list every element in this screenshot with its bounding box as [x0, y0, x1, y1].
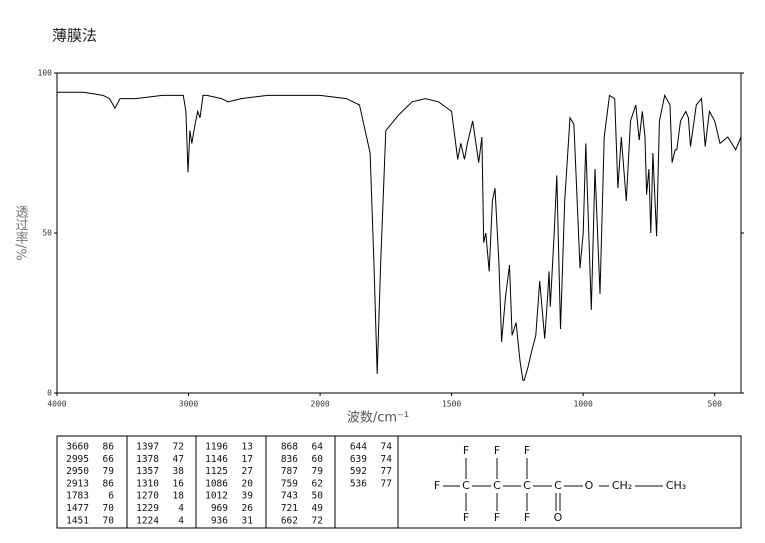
atom: CH₃	[666, 479, 686, 492]
peak-transmittance: 86	[103, 478, 115, 489]
peak-wavenumber: 936	[211, 515, 228, 526]
peak-transmittance: 31	[242, 515, 254, 526]
peak-wavenumber: 1229	[136, 503, 159, 514]
peak-wavenumber: 1270	[136, 491, 159, 502]
peak-wavenumber: 592	[350, 466, 367, 477]
peak-wavenumber: 1451	[66, 515, 89, 526]
atom: F	[463, 511, 469, 524]
peak-transmittance: 79	[312, 466, 324, 477]
peak-wavenumber: 759	[281, 478, 298, 489]
table-frame	[56, 435, 742, 529]
peak-transmittance: 74	[381, 454, 393, 465]
peak-transmittance: 20	[242, 478, 254, 489]
peak-wavenumber: 2995	[66, 454, 89, 465]
peak-wavenumber: 969	[211, 503, 228, 514]
peak-wavenumber: 868	[281, 442, 298, 453]
peak-transmittance: 79	[103, 466, 115, 477]
peak-transmittance: 26	[242, 503, 254, 514]
spectrum-line	[57, 91, 742, 381]
atom: F	[494, 511, 500, 524]
peak-wavenumber: 836	[281, 454, 298, 465]
y-tick-label: 100	[38, 69, 53, 78]
peak-wavenumber: 1125	[205, 466, 228, 477]
atom: C	[462, 479, 470, 492]
peak-wavenumber: 644	[350, 442, 367, 453]
peak-transmittance: 13	[242, 442, 253, 453]
structure: F F F F C C C C O CH₂ CH₃ F F F O	[434, 444, 686, 524]
peak-transmittance: 47	[173, 454, 184, 465]
peak-transmittance: 16	[173, 478, 185, 489]
peak-transmittance: 18	[173, 491, 185, 502]
x-tick-label: 1500	[442, 400, 461, 409]
peak-transmittance: 77	[381, 466, 392, 477]
atom: F	[524, 444, 530, 457]
peak-wavenumber: 536	[350, 478, 367, 489]
chart-title: 薄膜法	[52, 27, 97, 45]
atom: F	[524, 511, 530, 524]
peak-wavenumber: 743	[281, 491, 298, 502]
atom: O	[554, 511, 563, 524]
x-tick-label: 3000	[179, 400, 198, 409]
peak-wavenumber: 1310	[136, 478, 159, 489]
peak-transmittance: 4	[178, 515, 184, 526]
y-tick-label: 50	[42, 229, 52, 238]
peak-transmittance: 60	[312, 454, 324, 465]
peak-wavenumber: 721	[281, 503, 298, 514]
peak-wavenumber: 1086	[205, 478, 228, 489]
peak-wavenumber: 3660	[66, 442, 89, 453]
atom: F	[494, 444, 500, 457]
peak-transmittance: 27	[242, 466, 253, 477]
x-tick-label: 500	[707, 400, 722, 409]
atom: C	[523, 479, 531, 492]
peak-transmittance: 77	[381, 478, 392, 489]
peak-transmittance: 86	[103, 442, 115, 453]
x-axis-label: 波数/cm⁻¹	[347, 411, 409, 426]
peak-transmittance: 38	[173, 466, 185, 477]
peak-transmittance: 50	[312, 491, 324, 502]
peak-transmittance: 4	[178, 503, 184, 514]
peak-wavenumber: 2913	[66, 478, 89, 489]
y-tick-label: 0	[47, 389, 52, 398]
peak-wavenumber: 639	[350, 454, 367, 465]
peak-wavenumber: 787	[281, 466, 298, 477]
peak-transmittance: 72	[173, 442, 184, 453]
peak-wavenumber: 1146	[205, 454, 228, 465]
peak-transmittance: 49	[312, 503, 324, 514]
peak-wavenumber: 1196	[205, 442, 228, 453]
peak-transmittance: 70	[103, 515, 115, 526]
peak-transmittance: 6	[108, 491, 114, 502]
peak-wavenumber: 1477	[66, 503, 89, 514]
peak-wavenumber: 1224	[136, 515, 159, 526]
peak-transmittance: 72	[312, 515, 323, 526]
x-tick-label: 1000	[574, 400, 593, 409]
atom: C	[493, 479, 501, 492]
peak-wavenumber: 1012	[205, 491, 228, 502]
peak-wavenumber: 1378	[136, 454, 159, 465]
atom: CH₂	[612, 479, 632, 492]
atom: F	[434, 479, 440, 492]
atom: O	[585, 479, 594, 492]
atom: C	[554, 479, 562, 492]
y-axis-label: 透过率/%	[13, 205, 29, 261]
peak-wavenumber: 1397	[136, 442, 159, 453]
peak-transmittance: 64	[312, 442, 324, 453]
peak-wavenumber: 2950	[66, 466, 89, 477]
peak-transmittance: 70	[103, 503, 115, 514]
peak-wavenumber: 1357	[136, 466, 159, 477]
peak-transmittance: 62	[312, 478, 323, 489]
peak-transmittance: 39	[242, 491, 254, 502]
x-tick-label: 2000	[310, 400, 329, 409]
peak-wavenumber: 1783	[66, 491, 89, 502]
atom: F	[463, 444, 469, 457]
peak-transmittance: 74	[381, 442, 393, 453]
peak-transmittance: 17	[242, 454, 253, 465]
peak-wavenumber: 662	[281, 515, 298, 526]
peak-transmittance: 66	[103, 454, 115, 465]
x-tick-label: 4000	[47, 400, 66, 409]
